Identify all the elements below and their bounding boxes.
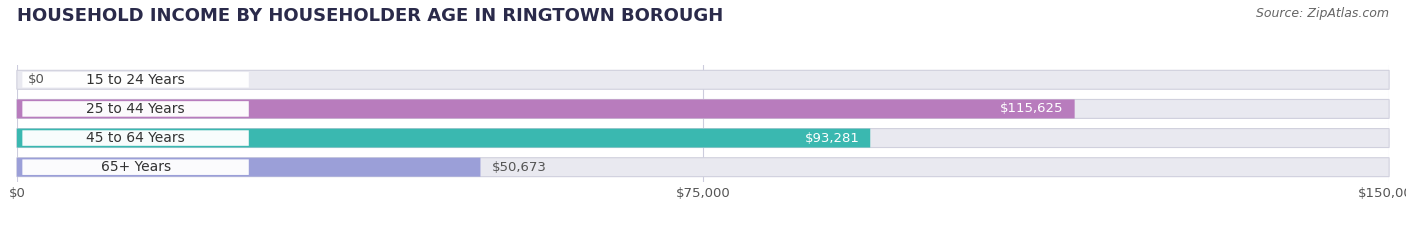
FancyBboxPatch shape bbox=[17, 129, 870, 147]
Text: $93,281: $93,281 bbox=[804, 132, 859, 144]
Text: 45 to 64 Years: 45 to 64 Years bbox=[86, 131, 186, 145]
FancyBboxPatch shape bbox=[17, 129, 1389, 147]
FancyBboxPatch shape bbox=[22, 101, 249, 117]
Text: 25 to 44 Years: 25 to 44 Years bbox=[86, 102, 184, 116]
Text: 15 to 24 Years: 15 to 24 Years bbox=[86, 73, 186, 87]
Text: $0: $0 bbox=[28, 73, 45, 86]
Text: 65+ Years: 65+ Years bbox=[100, 160, 170, 174]
Text: $115,625: $115,625 bbox=[1000, 103, 1064, 115]
FancyBboxPatch shape bbox=[22, 72, 249, 88]
FancyBboxPatch shape bbox=[22, 130, 249, 146]
FancyBboxPatch shape bbox=[22, 159, 249, 175]
FancyBboxPatch shape bbox=[17, 70, 1389, 89]
Text: Source: ZipAtlas.com: Source: ZipAtlas.com bbox=[1256, 7, 1389, 20]
FancyBboxPatch shape bbox=[17, 99, 1389, 118]
FancyBboxPatch shape bbox=[17, 158, 1389, 177]
Text: HOUSEHOLD INCOME BY HOUSEHOLDER AGE IN RINGTOWN BOROUGH: HOUSEHOLD INCOME BY HOUSEHOLDER AGE IN R… bbox=[17, 7, 723, 25]
Text: $50,673: $50,673 bbox=[492, 161, 547, 174]
FancyBboxPatch shape bbox=[17, 158, 481, 177]
FancyBboxPatch shape bbox=[17, 99, 1074, 118]
